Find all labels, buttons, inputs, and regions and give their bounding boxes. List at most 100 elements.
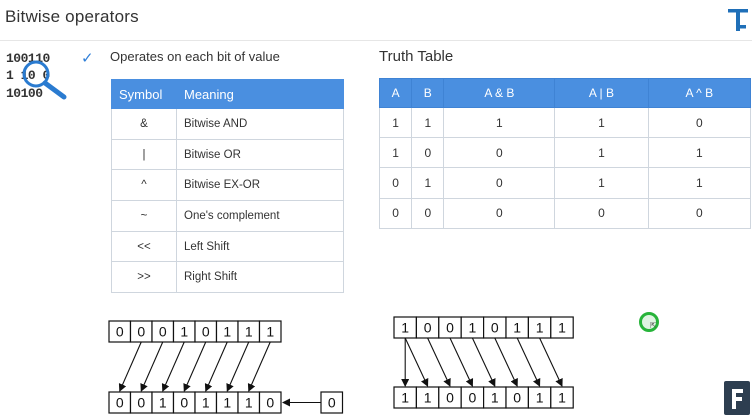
shift-arrow <box>427 337 451 387</box>
page-title: Bitwise operators <box>5 7 139 26</box>
truth-cell: 1 <box>443 106 556 139</box>
shift-arrow <box>204 341 228 392</box>
right-shift-output-bit: 0 <box>513 390 521 406</box>
left-shift-input-bit: 0 <box>137 324 145 340</box>
truth-table-title: Truth Table <box>379 48 454 65</box>
shift-arrow <box>183 341 207 392</box>
shift-arrow <box>247 341 271 392</box>
right-shift-input-bit: 0 <box>446 320 454 336</box>
shift-arrow <box>494 337 518 387</box>
right-shift-output-bit: 1 <box>424 390 432 406</box>
operator-row: ~ One's complement <box>111 200 344 232</box>
left-shift-input-bit: 1 <box>266 324 274 340</box>
right-shift-output-bit: 1 <box>401 390 409 406</box>
left-shift-input-bit: 0 <box>159 324 167 340</box>
left-shift-output-bit: 1 <box>223 395 231 411</box>
left-shift-input-bit: 1 <box>245 324 253 340</box>
right-shift-input-bit: 0 <box>424 320 432 336</box>
operator-row: ^ Bitwise EX-OR <box>111 169 344 202</box>
truth-cell: 1 <box>554 106 649 139</box>
operator-description: Operates on each bit of value <box>110 49 280 64</box>
right-shift-output-bit-box <box>550 386 574 409</box>
checkmark-icon: ✓ <box>81 50 94 67</box>
right-shift-output-bit: 0 <box>446 390 454 406</box>
operators-table: Symbol Meaning & Bitwise AND | Bitwise OR ^ B… <box>111 79 344 294</box>
right-shift-output-bit: 0 <box>469 390 477 406</box>
header-bar: Bitwise operators <box>0 0 752 41</box>
brand-logo-icon <box>728 9 748 31</box>
binary-search-icon: 100110 1 10 0 10100 <box>6 51 67 101</box>
operator-row: | Bitwise OR <box>111 138 344 171</box>
left-shift-output-bit: 0 <box>266 395 274 411</box>
right-shift-input-bit: 0 <box>491 320 499 336</box>
left-shift-output-bit: 1 <box>202 395 210 411</box>
right-shift-input-bit: 1 <box>401 320 409 336</box>
right-shift-input-bit-box <box>550 316 574 339</box>
shift-arrow <box>161 341 185 392</box>
column-header-meaning: Meaning <box>176 79 344 109</box>
shift-arrow <box>516 337 541 387</box>
truth-cell: 0 <box>443 137 556 169</box>
truth-cell: 1 <box>378 137 413 169</box>
operator-meaning: Right Shift <box>176 261 344 294</box>
left-shift-fill-bit: 0 <box>328 395 336 411</box>
operator-meaning: Left Shift <box>176 230 344 263</box>
operator-row: >> Right Shift <box>111 261 344 294</box>
left-shift-input-bit: 1 <box>180 324 188 340</box>
truth-header: A | B <box>554 78 649 108</box>
left-shift-input-bit: 0 <box>116 324 124 340</box>
truth-header: B <box>411 78 445 108</box>
shift-arrow <box>226 341 250 392</box>
left-shift-output-bit: 1 <box>245 395 253 411</box>
left-shift-diagram: 0 0 0 1 0 1 1 10 0 1 0 1 1 1 0 0 <box>108 320 344 414</box>
operator-meaning: Bitwise AND <box>176 108 344 140</box>
truth-cell: 0 <box>647 197 752 229</box>
left-shift-output-bit: 0 <box>180 395 188 411</box>
truth-cell: 1 <box>647 167 752 199</box>
operator-symbol: & <box>111 108 177 140</box>
brand-logo-bottom-icon <box>724 381 750 415</box>
right-shift-output-bit: 1 <box>558 390 566 406</box>
cursor-highlight: ⇱ <box>639 312 659 332</box>
right-shift-input-bit: 1 <box>558 320 566 336</box>
operator-row: << Left Shift <box>111 230 344 263</box>
shift-arrow <box>471 337 496 387</box>
left-shift-output-bit: 1 <box>159 395 167 411</box>
column-header-symbol: Symbol <box>111 79 177 109</box>
right-shift-output-bit: 1 <box>491 390 499 406</box>
operator-meaning: Bitwise EX-OR <box>176 169 344 202</box>
truth-cell: 0 <box>411 197 445 229</box>
truth-cell: 0 <box>554 197 649 229</box>
truth-cell: 0 <box>443 167 556 199</box>
bits-line-3: 10100 <box>6 86 43 101</box>
operator-row: & Bitwise AND <box>111 108 344 140</box>
truth-header: A & B <box>443 78 556 108</box>
truth-cell: 1 <box>411 106 445 139</box>
shift-arrow <box>449 337 474 387</box>
right-shift-input-bit: 1 <box>536 320 544 336</box>
operator-symbol: ~ <box>111 200 177 232</box>
left-shift-input-bit: 0 <box>202 324 210 340</box>
right-shift-diagram: 1 0 0 1 0 1 1 11 1 0 0 1 0 1 1 <box>393 316 574 409</box>
left-shift-input-bit: 1 <box>223 324 231 340</box>
truth-cell: 0 <box>443 197 556 229</box>
left-shift-output-bit: 0 <box>116 395 124 411</box>
operator-symbol: | <box>111 138 177 171</box>
shift-arrow <box>404 337 429 387</box>
truth-cell: 0 <box>378 167 413 199</box>
left-shift-output-bit: 0 <box>137 395 145 411</box>
truth-cell: 1 <box>647 137 752 169</box>
truth-cell: 1 <box>554 167 649 199</box>
truth-cell: 1 <box>378 106 413 139</box>
truth-cell: 1 <box>554 137 649 169</box>
truth-cell: 0 <box>378 197 413 229</box>
operator-symbol: << <box>111 230 177 263</box>
operator-symbol: >> <box>111 261 177 294</box>
right-shift-output-bit: 1 <box>536 390 544 406</box>
operator-symbol: ^ <box>111 169 177 202</box>
